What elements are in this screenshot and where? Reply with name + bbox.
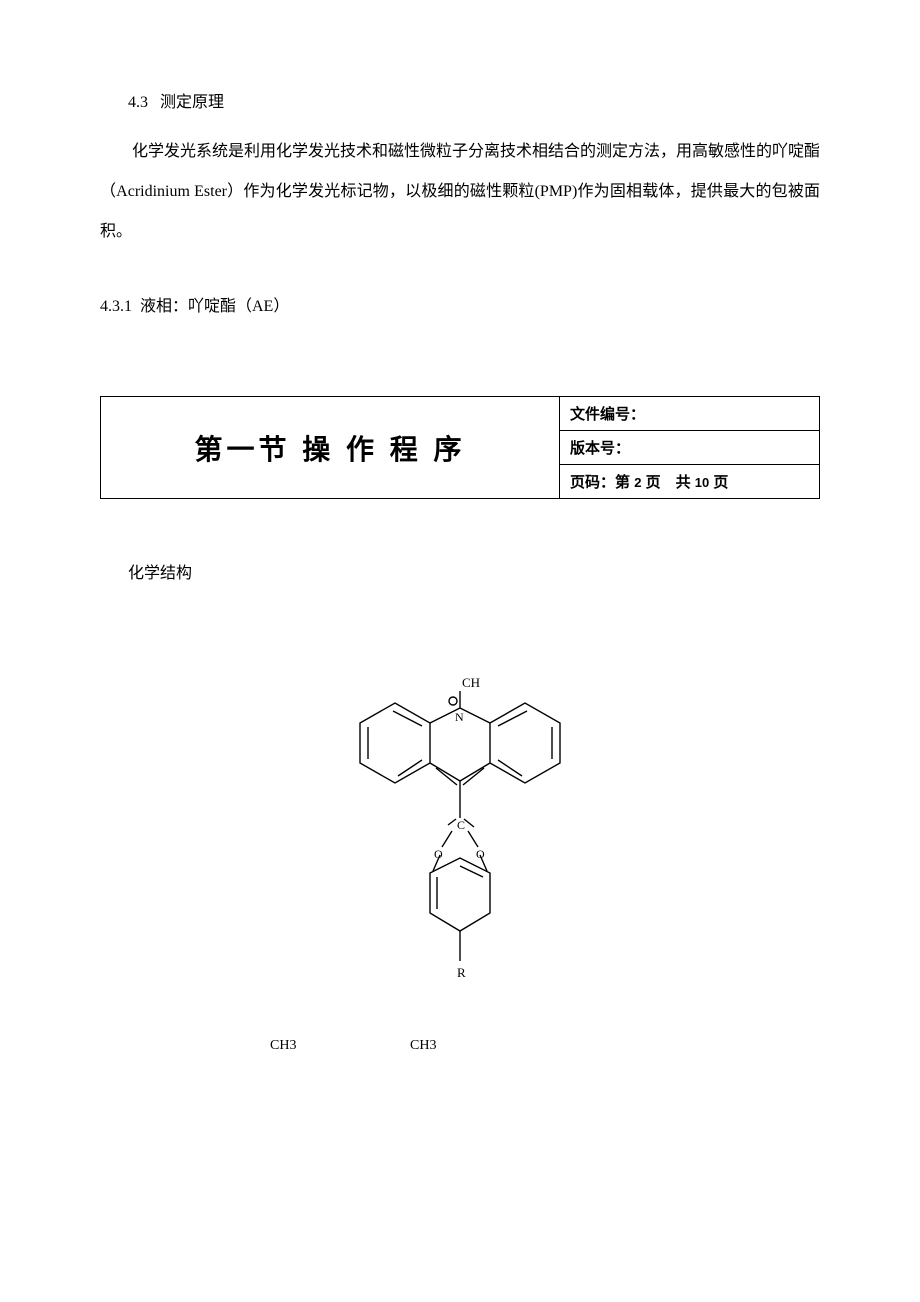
r-label: R <box>457 965 466 980</box>
page-current: 2 <box>634 475 641 490</box>
subsection-heading: 4.3.1 液相：吖啶酯（AE） <box>100 292 820 316</box>
n-label: N <box>455 710 464 724</box>
ch3-row: CH3 CH3 <box>270 1038 530 1054</box>
c-label: C <box>457 818 465 832</box>
page-cell: 页码：第 2 页 共 10 页 <box>560 465 820 499</box>
ch3-right: CH3 <box>410 1038 436 1054</box>
ch3-left: CH3 <box>270 1038 410 1054</box>
ch-label: CH <box>462 675 480 690</box>
subsection-title: 液相：吖啶酯（AE） <box>140 298 289 315</box>
section-heading: 4.3 测定原理 <box>128 88 820 112</box>
chemical-structure-diagram: CH N C O O R <box>330 663 590 1008</box>
page-suffix: 页 <box>713 474 728 491</box>
document-header-table: 第一节 操 作 程 序 文件编号： 版本号： 页码：第 2 页 共 10 页 <box>100 396 820 499</box>
subsection-number: 4.3.1 <box>100 298 132 315</box>
section-number: 4.3 <box>128 94 148 111</box>
acridinium-ester-svg: CH N C O O R <box>330 663 590 1003</box>
section-title: 测定原理 <box>160 94 224 111</box>
o-right-label: O <box>476 847 485 861</box>
chemical-structure-label: 化学结构 <box>128 559 820 583</box>
doc-number-cell: 文件编号： <box>560 397 820 431</box>
table-title-cell: 第一节 操 作 程 序 <box>101 397 560 499</box>
page-mid: 页 共 <box>646 474 691 491</box>
o-left-label: O <box>434 847 443 861</box>
section-paragraph: 化学发光系统是利用化学发光技术和磁性微粒子分离技术相结合的测定方法，用高敏感性的… <box>100 132 820 252</box>
page-prefix: 页码：第 <box>570 474 630 491</box>
version-cell: 版本号： <box>560 431 820 465</box>
page-total: 10 <box>695 475 709 490</box>
